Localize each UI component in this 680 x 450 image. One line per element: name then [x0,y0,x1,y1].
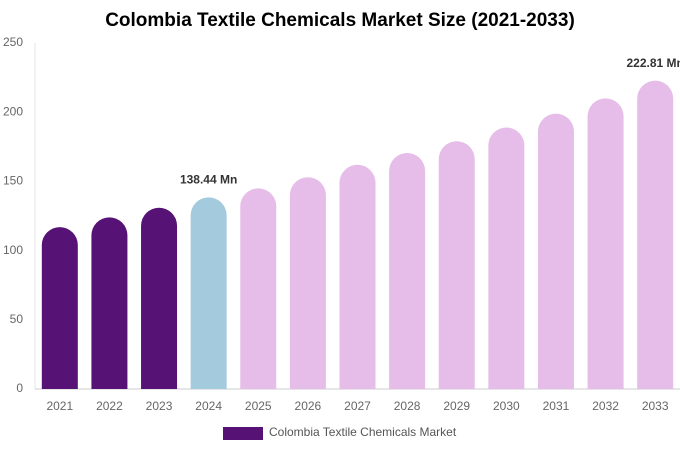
bar [289,177,326,389]
bar [240,188,277,389]
y-tick-label: 200 [3,104,23,118]
y-tick-label: 150 [3,174,23,188]
y-tick-label: 0 [16,381,23,395]
y-tick-label: 50 [10,312,24,326]
bar [537,113,574,390]
bar [91,217,128,389]
x-tick-label: 2022 [96,399,123,413]
value-label: 222.81 Mn [627,56,680,70]
y-tick-label: 250 [3,35,23,49]
x-tick-label: 2024 [195,399,222,413]
bar [488,127,525,389]
x-tick-label: 2032 [592,399,619,413]
bar [141,207,178,389]
x-tick-label: 2023 [146,399,173,413]
bar [637,80,674,389]
x-tick-label: 2025 [245,399,272,413]
x-tick-label: 2030 [493,399,520,413]
x-tick-label: 2026 [295,399,322,413]
legend-swatch [223,427,263,440]
bar [587,98,624,390]
chart-title: Colombia Textile Chemicals Market Size (… [105,10,575,31]
bar [389,153,426,389]
x-tick-label: 2031 [543,399,570,413]
x-tick-label: 2028 [394,399,421,413]
legend-label: Colombia Textile Chemicals Market [269,425,457,439]
bar [190,197,227,389]
x-tick-label: 2033 [642,399,669,413]
x-tick-label: 2021 [46,399,73,413]
x-tick-label: 2027 [344,399,371,413]
bar [41,227,78,389]
x-tick-label: 2029 [443,399,470,413]
y-tick-label: 100 [3,243,23,257]
value-label: 138.44 Mn [180,173,237,187]
bar [339,164,376,389]
bar [438,141,475,389]
